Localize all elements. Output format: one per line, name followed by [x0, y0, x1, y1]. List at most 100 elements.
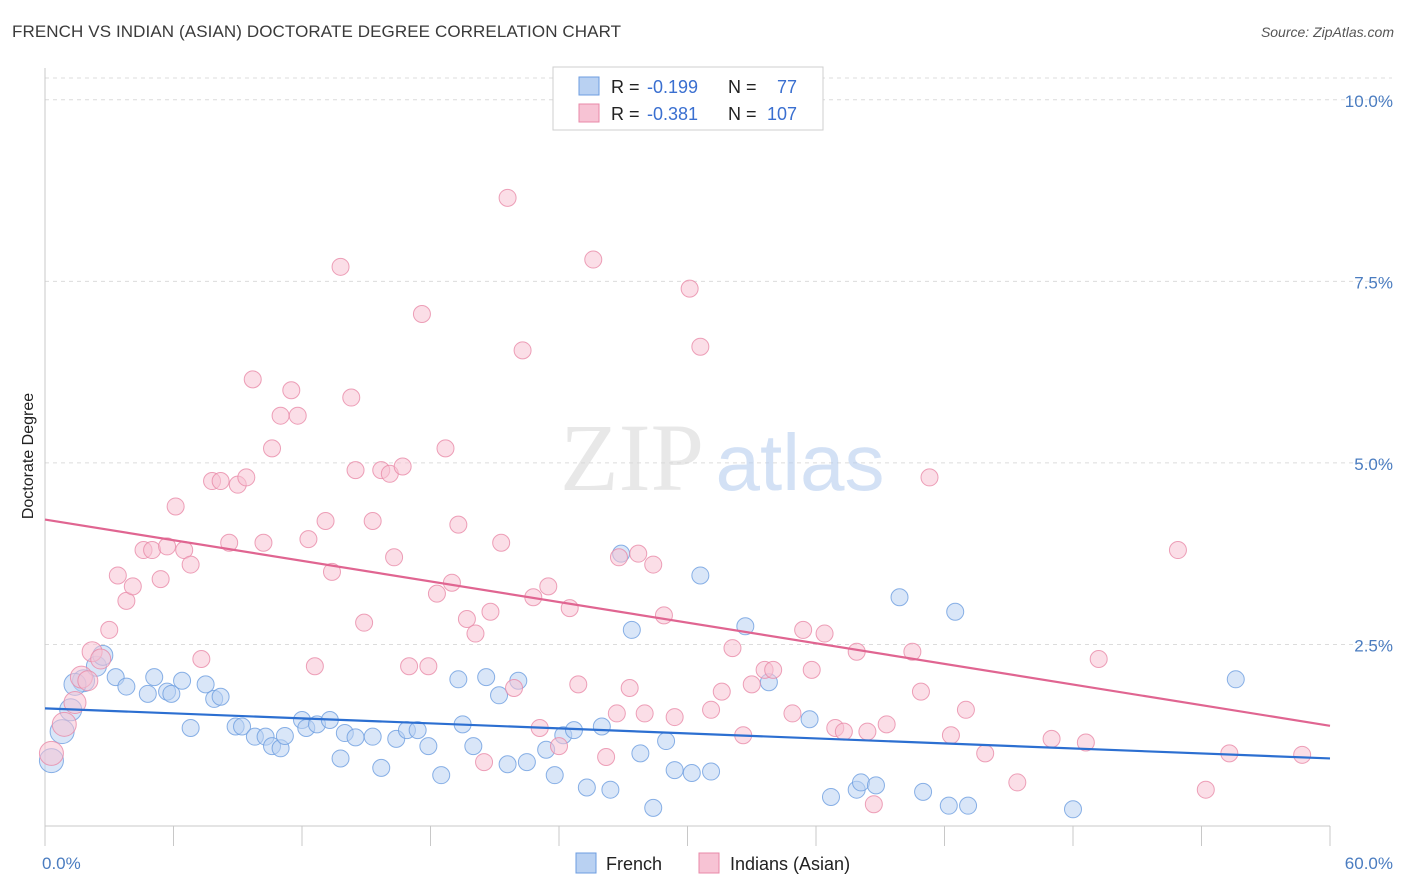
- point-indians-73: [691, 337, 710, 356]
- point-french-31: [363, 727, 382, 746]
- point-french-58: [665, 761, 684, 780]
- point-indians-78: [742, 675, 761, 694]
- x-tick-label-0: 0.0%: [42, 854, 81, 873]
- point-indians-66: [620, 679, 639, 698]
- chart-title: FRENCH VS INDIAN (ASIAN) DOCTORATE DEGRE…: [12, 22, 622, 41]
- point-indians-81: [783, 704, 802, 723]
- point-french-55: [631, 744, 650, 763]
- point-french-47: [545, 766, 564, 785]
- y-tick-label-3: 10.0%: [1345, 92, 1393, 111]
- point-indians-7: [108, 566, 127, 585]
- point-french-65: [821, 787, 840, 806]
- legend-n-value-2: 107: [767, 104, 797, 124]
- axes: [44, 68, 1331, 846]
- point-indians-82: [794, 620, 813, 639]
- point-indians-65: [607, 704, 626, 723]
- point-french-14: [196, 675, 215, 694]
- point-french-8: [138, 684, 157, 703]
- point-indians-72: [680, 279, 699, 298]
- point-french-71: [939, 796, 958, 815]
- point-indians-75: [712, 682, 731, 701]
- point-indians-92: [911, 682, 930, 701]
- point-indians-1: [51, 711, 77, 737]
- point-french-70: [914, 782, 933, 801]
- legend-r-label-1: R =: [611, 77, 640, 97]
- grid-lines: [45, 77, 1392, 645]
- legend-r-value-1: -0.199: [647, 77, 698, 97]
- point-french-11: [162, 684, 181, 703]
- point-indians-33: [331, 257, 350, 276]
- point-indians-106: [609, 548, 628, 567]
- point-indians-20: [220, 533, 239, 552]
- point-indians-52: [481, 602, 500, 621]
- watermark-zip: ZIP: [560, 404, 704, 511]
- point-indians-69: [644, 555, 663, 574]
- point-french-37: [432, 766, 451, 785]
- point-indians-43: [412, 305, 431, 324]
- legend-n-value-1: 77: [777, 77, 797, 97]
- point-indians-26: [271, 406, 290, 425]
- point-indians-35: [346, 461, 365, 480]
- legend-r-label-2: R =: [611, 104, 640, 124]
- legend-swatch-indians: [578, 103, 600, 123]
- point-indians-70: [654, 606, 673, 625]
- point-french-16: [211, 687, 230, 706]
- watermark: ZIP atlas: [560, 404, 884, 511]
- point-indians-27: [282, 381, 301, 400]
- point-indians-19: [211, 472, 230, 491]
- point-indians-12: [151, 570, 170, 589]
- point-french-35: [408, 721, 427, 740]
- x-tick-label-1: 60.0%: [1345, 854, 1393, 873]
- point-indians-104: [1293, 745, 1312, 764]
- point-indians-23: [243, 370, 262, 389]
- point-french-64: [800, 710, 819, 729]
- point-indians-40: [385, 548, 404, 567]
- point-french-54: [622, 620, 641, 639]
- point-indians-11: [143, 541, 162, 560]
- point-indians-100: [1089, 649, 1108, 668]
- point-indians-89: [864, 795, 883, 814]
- point-indians-9: [123, 577, 142, 596]
- point-french-61: [702, 762, 721, 781]
- point-indians-16: [181, 555, 200, 574]
- point-indians-98: [1042, 729, 1061, 748]
- point-indians-93: [920, 468, 939, 487]
- point-french-40: [464, 737, 483, 756]
- legend-swatch-french: [578, 76, 600, 96]
- point-french-12: [173, 671, 192, 690]
- point-indians-28: [288, 406, 307, 425]
- point-french-30: [346, 728, 365, 747]
- point-indians-74: [702, 700, 721, 719]
- point-french-67: [851, 773, 870, 792]
- point-indians-0: [38, 740, 64, 766]
- legend: R = -0.199 N = 77 R = -0.381 N = 107: [552, 66, 824, 131]
- point-french-28: [331, 749, 350, 768]
- tick-labels: 2.5% 5.0% 7.5% 10.0% 0.0% 60.0%: [42, 92, 1393, 873]
- point-indians-34: [342, 388, 361, 407]
- point-indians-2: [63, 691, 87, 715]
- bottom-legend: French Indians (Asian): [575, 852, 850, 874]
- point-indians-5: [90, 648, 112, 670]
- point-indians-6: [100, 620, 119, 639]
- point-french-52: [601, 780, 620, 799]
- point-indians-91: [903, 642, 922, 661]
- watermark-atlas: atlas: [716, 418, 885, 507]
- point-indians-13: [158, 537, 177, 556]
- point-french-13: [181, 718, 200, 737]
- y-tick-label-0: 2.5%: [1354, 636, 1393, 655]
- point-indians-94: [941, 726, 960, 745]
- point-indians-31: [316, 511, 335, 530]
- point-indians-51: [475, 753, 494, 772]
- point-french-9: [145, 668, 164, 687]
- point-french-18: [233, 717, 252, 736]
- point-indians-101: [1168, 541, 1187, 560]
- point-indians-99: [1076, 733, 1095, 752]
- bottom-legend-swatch-french: [575, 852, 597, 874]
- point-indians-48: [449, 515, 468, 534]
- point-french-50: [577, 778, 596, 797]
- point-indians-50: [466, 624, 485, 643]
- point-indians-22: [237, 468, 256, 487]
- point-french-75: [1226, 670, 1245, 689]
- data-points: [38, 188, 1312, 819]
- point-indians-30: [305, 657, 324, 676]
